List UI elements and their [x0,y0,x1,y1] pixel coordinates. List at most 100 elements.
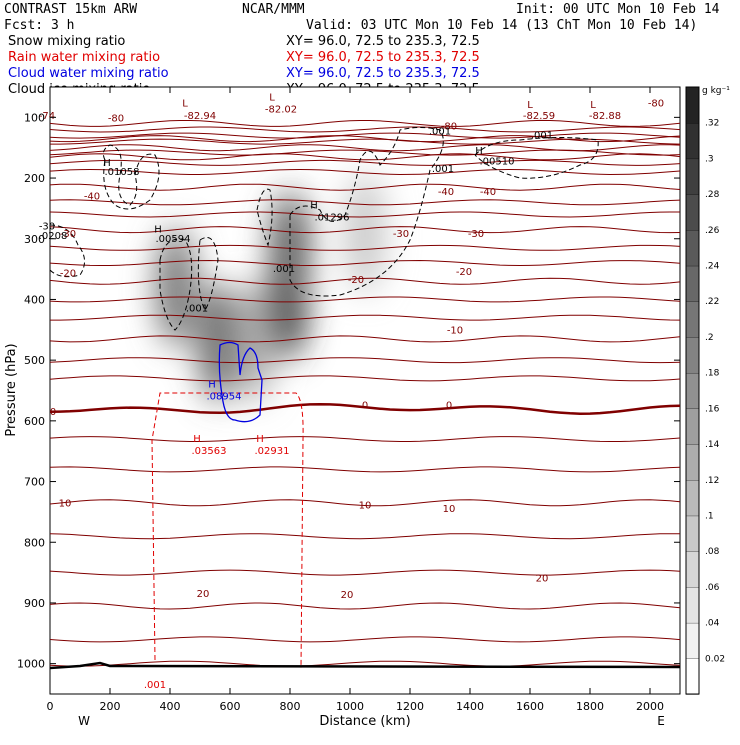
y-tick-label: 500 [24,354,45,367]
field-label: Snow mixing ratio [8,34,125,49]
temperature-label: L [269,92,275,103]
snow-contour [159,238,193,331]
field-xy: XY= 96.0, 72.5 to 235.3, 72.5 [286,66,480,81]
isotherm [50,569,680,576]
rain-label: .03563 [192,446,227,457]
x-tick-label: 200 [100,700,121,713]
temperature-label: 10 [443,504,456,515]
temperature-label: -82.94 [184,111,216,122]
colorbar-cell [685,265,700,302]
temperature-label: -74 [39,111,55,122]
x-tick-label: 1600 [516,700,544,713]
isotherm [50,244,680,251]
isotherm [50,226,680,234]
cloud-water-label: .08954 [207,392,242,403]
colorbar-tick-label: .16 [705,404,720,414]
isotherm [50,660,680,667]
colorbar-tick-label: .32 [705,119,719,129]
colorbar-cell [685,372,700,410]
snow-contour [474,137,599,179]
temperature-label: -30 [468,229,484,240]
isotherm [50,153,680,161]
x-end-left: W [78,714,90,728]
isotherm [50,466,680,473]
temperature-label: -82.88 [589,111,621,122]
colorbar-tick-label: .24 [705,262,720,272]
isotherm [50,499,680,507]
isotherm [50,335,680,343]
temperature-label: -30 [60,229,76,240]
temperature-contours [50,119,680,670]
colorbar-cell [685,443,700,481]
isotherm [50,296,680,303]
colorbar-tick-label: .06 [705,583,720,593]
isotherm [50,436,680,442]
terrain-line [50,661,680,670]
title-center: NCAR/MMM [242,2,305,17]
colorbar-tick-label: .22 [705,297,719,307]
temperature-label: 20 [341,590,354,601]
colorbar-cell [685,122,700,160]
temperature-label: L [182,98,188,109]
temperature-label: -80 [108,114,124,125]
y-tick-label: 200 [24,172,45,185]
field-label: Cloud water mixing ratio [8,66,169,81]
colorbar-tick-label: .04 [705,619,720,629]
y-tick-label: 600 [24,415,45,428]
rain-label: .02931 [255,446,290,457]
colorbar-cell [685,622,700,659]
isotherm [50,168,680,176]
temperature-label: -80 [441,121,457,132]
colorbar-cell [685,301,700,338]
snow-label: .001 [429,126,451,137]
snow-contour [102,144,160,210]
temperature-label: -40 [438,187,454,198]
temperature-label: -82.02 [265,104,297,115]
colorbar-cell [685,193,700,231]
y-tick-label: 1000 [17,658,45,671]
y-tick-label: 400 [24,293,45,306]
temperature-label: -10 [447,325,463,336]
x-tick-label: 400 [160,700,181,713]
snow-label: H [310,200,318,211]
temperature-label: 0 [446,401,452,412]
isotherm [50,402,680,415]
temperature-label: -80 [648,98,664,109]
x-tick-label: 600 [220,700,241,713]
y-tick-label: 700 [24,476,45,489]
cloud-water-contour [218,341,263,423]
snow-shade-cell [156,227,196,348]
colorbar-cell [685,479,700,517]
valid-time: Valid: 03 UTC Mon 10 Feb 14 (13 ChT Mon … [306,18,697,33]
colorbar-cell [685,551,700,588]
isotherm [50,135,680,143]
snow-label: .001 [531,131,553,142]
temperature-label: L [590,100,596,111]
isotherm [50,314,680,321]
temperature-label: 10 [359,500,372,511]
snow-label: H [154,225,162,236]
y-axis-title: Pressure (hPa) [4,343,19,436]
rain-label: H [256,434,264,445]
snow-contours [50,127,599,331]
cloud-water-label: H [208,379,216,390]
colorbar-tick-label: .1 [705,511,714,521]
x-end-right: E [657,714,665,728]
field-label: Rain water mixing ratio [8,50,160,65]
temperature-label: 20 [536,574,549,585]
isotherm [50,375,680,382]
cloud-water-contours [218,341,263,423]
snow-label: H [475,146,483,157]
y-tick-label: 100 [24,111,45,124]
snow-contour [256,188,273,247]
colorbar-cell [685,515,700,552]
isotherm [50,132,680,139]
temperature-label: 20 [197,589,210,600]
isotherm [50,602,680,610]
colorbar-tick-label: .12 [705,476,719,486]
colorbar-tick-label: .14 [705,440,720,450]
temperature-label: -20 [348,275,364,286]
y-tick-label: 300 [24,233,45,246]
colorbar-cell [685,336,700,374]
init-time: Init: 00 UTC Mon 10 Feb 14 [516,2,720,17]
